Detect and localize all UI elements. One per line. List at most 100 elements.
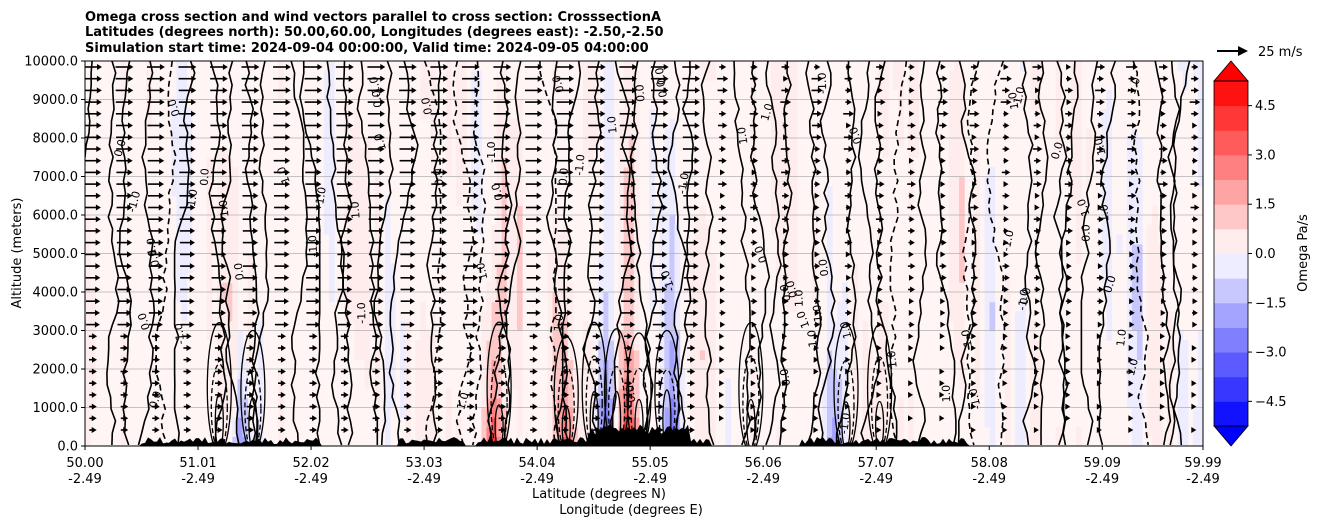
omega-fill-cell bbox=[237, 340, 243, 350]
omega-fill-cell bbox=[497, 215, 503, 225]
omega-fill-cell bbox=[949, 225, 955, 235]
omega-fill-cell bbox=[385, 398, 391, 408]
omega-fill-cell bbox=[85, 408, 91, 418]
omega-fill-cell bbox=[461, 90, 467, 100]
omega-fill-cell bbox=[492, 282, 498, 292]
contour-label: 1.0 bbox=[1006, 91, 1022, 110]
colorbar-tick-label: 0.0 bbox=[1255, 247, 1276, 262]
omega-fill-cell bbox=[547, 427, 553, 437]
omega-fill-cell bbox=[85, 350, 91, 360]
omega-fill-cell bbox=[461, 177, 467, 187]
omega-fill-cell bbox=[664, 138, 670, 148]
omega-fill-cell bbox=[608, 263, 614, 273]
omega-fill-cell bbox=[568, 359, 574, 369]
omega-fill-cell bbox=[486, 282, 492, 292]
omega-fill-cell bbox=[954, 61, 960, 71]
omega-fill-cell bbox=[695, 331, 701, 341]
omega-fill-cell bbox=[329, 254, 335, 264]
omega-fill-cell bbox=[1137, 417, 1143, 427]
omega-fill-cell bbox=[954, 119, 960, 129]
omega-fill-cell bbox=[1152, 282, 1158, 292]
omega-fill-cell bbox=[232, 225, 238, 235]
omega-fill-cell bbox=[182, 244, 188, 254]
omega-fill-cell bbox=[791, 80, 797, 90]
omega-fill-cell bbox=[517, 205, 523, 215]
omega-fill-cell bbox=[207, 321, 213, 331]
omega-fill-cell bbox=[1137, 138, 1143, 148]
colorbar-level bbox=[1214, 352, 1248, 377]
omega-fill-cell bbox=[791, 100, 797, 110]
omega-fill-cell bbox=[359, 254, 365, 264]
omega-fill-cell bbox=[385, 273, 391, 283]
omega-fill-cell bbox=[446, 80, 452, 90]
omega-fill-cell bbox=[415, 388, 421, 398]
omega-fill-cell bbox=[949, 167, 955, 177]
y-tick-label: 8000.0 bbox=[33, 132, 79, 147]
omega-fill-cell bbox=[420, 369, 426, 379]
omega-fill-cell bbox=[954, 311, 960, 321]
omega-fill-cell bbox=[85, 282, 91, 292]
omega-fill-cell bbox=[984, 388, 990, 398]
omega-fill-cell bbox=[863, 331, 869, 341]
omega-fill-cell bbox=[1117, 244, 1123, 254]
omega-fill-cell bbox=[603, 302, 609, 312]
omega-fill-cell bbox=[791, 148, 797, 158]
omega-fill-cell bbox=[603, 273, 609, 283]
omega-fill-cell bbox=[1167, 350, 1173, 360]
omega-fill-cell bbox=[791, 215, 797, 225]
omega-fill-cell bbox=[227, 225, 233, 235]
omega-fill-cell bbox=[624, 196, 630, 206]
omega-fill-cell bbox=[700, 225, 706, 235]
omega-fill-cell bbox=[329, 234, 335, 244]
omega-fill-cell bbox=[954, 282, 960, 292]
omega-fill-cell bbox=[324, 225, 330, 235]
omega-fill-cell bbox=[85, 263, 91, 273]
omega-fill-cell bbox=[974, 263, 980, 273]
omega-fill-cell bbox=[791, 196, 797, 206]
omega-fill-cell bbox=[883, 311, 889, 321]
omega-fill-cell bbox=[990, 205, 996, 215]
omega-fill-cell bbox=[1086, 157, 1092, 167]
omega-fill-cell bbox=[354, 157, 360, 167]
omega-fill-cell bbox=[949, 244, 955, 254]
chart-title-line-2: Latitudes (degrees north): 50.00,60.00, … bbox=[85, 25, 664, 40]
omega-fill-cell bbox=[674, 273, 680, 283]
omega-fill-cell bbox=[954, 292, 960, 302]
omega-fill-cell bbox=[481, 408, 487, 418]
omega-fill-cell bbox=[827, 379, 833, 389]
y-tick-label: 5000.0 bbox=[33, 247, 79, 262]
omega-fill-cell bbox=[329, 205, 335, 215]
omega-fill-cell bbox=[248, 263, 254, 273]
omega-fill-cell bbox=[608, 177, 614, 187]
omega-fill-cell bbox=[990, 398, 996, 408]
omega-fill-cell bbox=[603, 80, 609, 90]
omega-fill-cell bbox=[725, 398, 731, 408]
omega-fill-cell bbox=[990, 292, 996, 302]
y-tick-label: 4000.0 bbox=[33, 286, 79, 301]
omega-fill-cell bbox=[974, 196, 980, 206]
colorbar-level bbox=[1214, 106, 1248, 131]
omega-fill-cell bbox=[1056, 90, 1062, 100]
omega-fill-cell bbox=[547, 350, 553, 360]
omega-fill-cell bbox=[700, 388, 706, 398]
omega-fill-cell bbox=[954, 128, 960, 138]
omega-fill-cell bbox=[1030, 90, 1036, 100]
omega-fill-cell bbox=[1086, 138, 1092, 148]
omega-fill-cell bbox=[710, 388, 716, 398]
omega-fill-cell bbox=[1076, 186, 1082, 196]
omega-fill-cell bbox=[415, 340, 421, 350]
omega-fill-cell bbox=[1152, 417, 1158, 427]
omega-fill-cell bbox=[1020, 331, 1026, 341]
omega-fill-cell bbox=[492, 244, 498, 254]
omega-fill-cell bbox=[232, 292, 238, 302]
omega-fill-cell bbox=[990, 321, 996, 331]
omega-fill-cell bbox=[365, 225, 371, 235]
x-tick-label-latitude: 57.07 bbox=[858, 456, 895, 471]
omega-fill-cell bbox=[603, 234, 609, 244]
colorbar-level bbox=[1214, 303, 1248, 328]
omega-fill-cell bbox=[700, 369, 706, 379]
omega-fill-cell bbox=[603, 225, 609, 235]
omega-fill-cell bbox=[588, 138, 594, 148]
omega-fill-cell bbox=[512, 321, 518, 331]
omega-fill-cell bbox=[492, 340, 498, 350]
